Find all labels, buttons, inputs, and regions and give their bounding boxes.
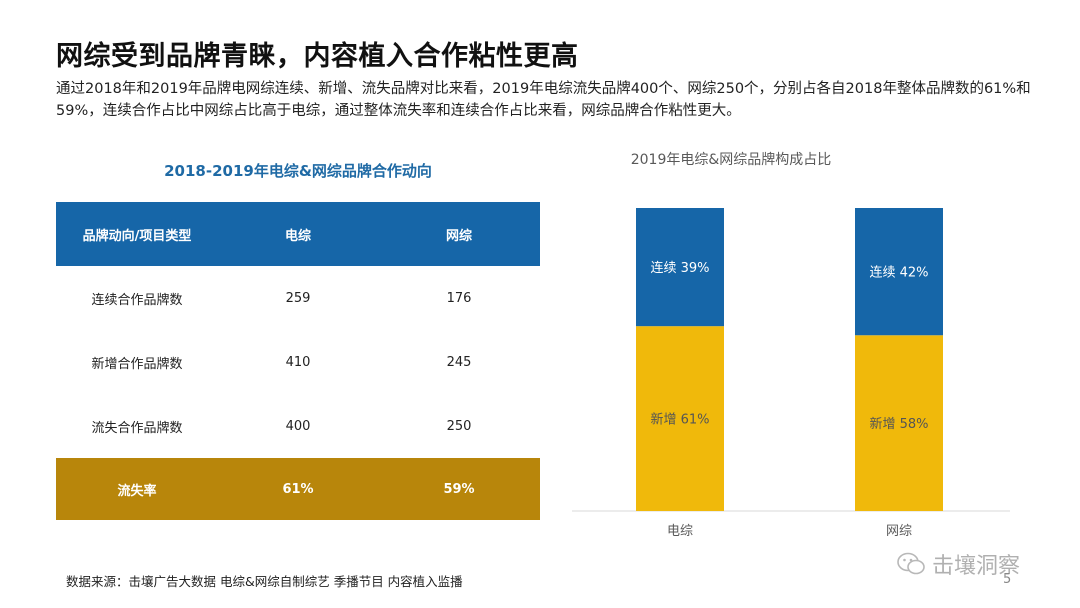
slide-title: 网综受到品牌青睐，内容植入合作粘性更高 <box>56 41 579 72</box>
watermark-text: 击壤洞察 <box>932 554 1021 579</box>
header-cell-category: 品牌动向/项目类型 <box>56 202 218 266</box>
bar-segment-连续 <box>855 208 943 336</box>
cell-tv-value: 410 <box>285 354 311 370</box>
page-number: 5 <box>1003 572 1012 587</box>
wechat-icon <box>897 552 925 575</box>
data-label: 新增 58% <box>869 416 928 432</box>
cell-tv-value: 259 <box>285 290 311 306</box>
table-row: 连续合作品牌数 259 176 <box>56 266 540 330</box>
header-cell-web-variety: 网综 <box>378 202 540 266</box>
data-source-note: 数据来源：击壤广告大数据 电综&网综自制综艺 季播节目 内容植入监播 <box>66 574 463 589</box>
watermark: 击壤洞察 <box>896 548 1020 580</box>
brand-cooperation-table: 品牌动向/项目类型 电综 网综 连续合作品牌数 259 176 新增合作品牌数 … <box>56 202 540 520</box>
table-title: 2018-2019年电综&网综品牌合作动向 <box>164 162 432 180</box>
data-label: 连续 39% <box>650 260 709 276</box>
cell-tv-value: 61% <box>218 458 378 520</box>
row-label: 流失合作品牌数 <box>91 420 183 436</box>
row-label: 新增合作品牌数 <box>91 356 183 372</box>
x-tick-label: 电综 <box>667 524 693 539</box>
data-label: 连续 42% <box>869 265 928 281</box>
bar-segment-新增 <box>855 335 943 511</box>
table-row: 流失合作品牌数 400 250 <box>56 394 540 458</box>
chart-title: 2019年电综&网综品牌构成占比 <box>631 151 832 168</box>
row-label: 流失率 <box>56 458 218 520</box>
x-tick-label: 网综 <box>886 524 912 539</box>
table-total-row: 流失率 61% 59% <box>56 458 540 520</box>
table-header-row: 品牌动向/项目类型 电综 网综 <box>56 202 540 266</box>
cell-web-value: 250 <box>446 418 472 434</box>
data-label: 新增 61% <box>650 412 709 428</box>
slide-subtitle: 通过2018年和2019年品牌电网综连续、新增、流失品牌对比来看，2019年电综… <box>56 81 1031 119</box>
cell-web-value: 59% <box>378 458 540 520</box>
cell-web-value: 245 <box>446 354 472 370</box>
table-row: 新增合作品牌数 410 245 <box>56 330 540 394</box>
cell-web-value: 176 <box>446 290 472 306</box>
bar-segment-新增 <box>636 326 724 511</box>
header-cell-tv-variety: 电综 <box>218 202 378 266</box>
cell-tv-value: 400 <box>285 418 311 434</box>
row-label: 连续合作品牌数 <box>91 292 183 308</box>
bar-segment-连续 <box>636 208 724 327</box>
